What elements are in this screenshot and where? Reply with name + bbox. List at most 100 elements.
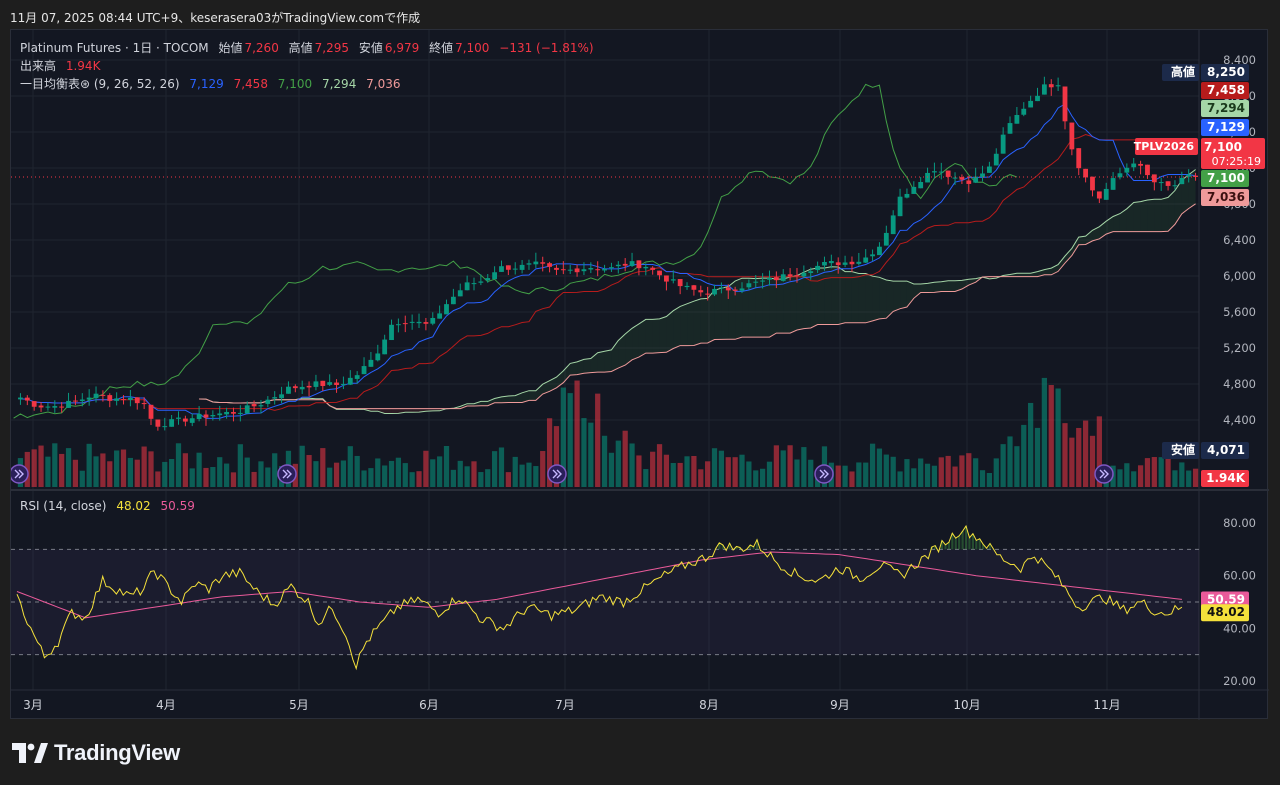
volume-bar [127, 457, 134, 487]
tradingview-logo[interactable]: TradingView [12, 740, 180, 766]
chart-canvas[interactable]: 8,4008,0007,6007,2006,8006,4006,0005,600… [11, 30, 1269, 720]
low-tag-value-text: 4,071 [1207, 443, 1245, 457]
volume-bar [313, 461, 319, 487]
low-tag-label: 安値 [1162, 442, 1199, 459]
candle-body [361, 366, 367, 375]
candle-body [615, 264, 621, 267]
volume-bar [1192, 468, 1199, 487]
close-value: 7,100 [455, 41, 490, 55]
cloud-segment [721, 286, 729, 340]
candle-body [897, 196, 903, 217]
chart-frame[interactable]: 8,4008,0007,6007,2006,8006,4006,0005,600… [10, 29, 1269, 720]
volume-bar [897, 471, 903, 487]
candle-body [196, 413, 202, 420]
cloud-segment [645, 319, 653, 354]
countdown-value: 07:25:19 [1212, 155, 1261, 168]
volume-bar [189, 468, 195, 487]
volume-bar [230, 472, 237, 487]
event-marker-icon[interactable] [1094, 464, 1114, 484]
cloud-segment [412, 408, 420, 413]
event-marker-icon[interactable] [11, 464, 29, 484]
volume-bar [114, 450, 120, 487]
volume-bar [491, 451, 498, 487]
candle-body [581, 269, 587, 272]
volume-bar [890, 456, 896, 487]
event-marker-icon[interactable] [277, 464, 297, 484]
volume-bar [1144, 458, 1151, 487]
cloud-segment [1147, 199, 1155, 232]
candle-body [650, 267, 656, 270]
time-axis-label: 9月 [830, 698, 850, 712]
low-tag-label-bg [1162, 442, 1199, 459]
cloud-segment [1064, 248, 1072, 264]
volume-bar [416, 471, 422, 487]
volume-layer [17, 377, 1199, 487]
cloud-segment [563, 363, 571, 383]
volume-bar [684, 456, 690, 487]
volume-bar [450, 469, 456, 487]
candle-body [134, 397, 140, 404]
snapshot-header: 11月 07, 2025 08:44 UTC+9、keserasera03がTr… [10, 11, 421, 25]
volume-bar [1021, 424, 1027, 487]
cloud-segment [796, 272, 804, 330]
ichimoku-label: 一目均衡表⊛ (9, 26, 52, 26) [20, 77, 180, 91]
cloud-segment [638, 319, 646, 358]
symbol-label: Platinum Futures · 1日 · TOCOM [20, 41, 209, 55]
candle-body [918, 182, 924, 189]
candle-body [107, 395, 113, 401]
volume-bar [1082, 420, 1089, 487]
high-tag-value-text: 8,250 [1207, 65, 1245, 79]
symbol-legend[interactable]: Platinum Futures · 1日 · TOCOM 始値 7,260 高値… [20, 39, 596, 56]
candle-body [1138, 163, 1143, 166]
volume-bar [973, 458, 979, 487]
candle-body [560, 269, 566, 271]
volume-bar [340, 460, 347, 487]
candle-body [980, 173, 985, 178]
cloud-segment [851, 271, 859, 323]
ichimoku-chikou: 7,100 [277, 77, 313, 91]
high-tag-label-text: 高値 [1171, 64, 1195, 79]
candle-body [705, 293, 711, 295]
volume-bar [567, 393, 573, 487]
event-markers [11, 464, 1114, 484]
candle-body [505, 265, 511, 270]
ichimoku-legend[interactable]: 一目均衡表⊛ (9, 26, 52, 26) 7,129 7,458 7,100… [20, 75, 403, 92]
volume-bar [760, 468, 766, 487]
candle-body [382, 339, 388, 355]
cloud-segment [1154, 199, 1162, 232]
candle-body [547, 263, 552, 267]
ichimoku-kijun: 7,458 [233, 77, 268, 91]
candle-body [925, 172, 930, 183]
candle-body [1014, 114, 1020, 124]
event-marker-icon[interactable] [814, 464, 834, 484]
volume-bar [251, 471, 257, 487]
volume-legend[interactable]: 出来高 1.94K [20, 57, 102, 74]
volume-bar [327, 467, 333, 487]
cloud-segment [1085, 230, 1093, 245]
candle-body [595, 269, 601, 271]
volume-bar [93, 456, 99, 487]
candle-body [808, 271, 814, 273]
volume-bar [636, 455, 642, 487]
volume-label: 出来高 [20, 59, 57, 73]
candle-body [1165, 181, 1171, 186]
cloud-segment [831, 266, 839, 325]
cloud-segment [817, 268, 825, 325]
candle-body [512, 268, 518, 270]
volume-bar [986, 472, 993, 487]
volume-bar [794, 459, 800, 487]
event-marker-icon[interactable] [547, 464, 567, 484]
candle-body [1103, 188, 1109, 200]
rsi-line [16, 524, 1183, 671]
candle-body [856, 261, 862, 264]
candle-body [732, 289, 738, 291]
volume-bar [45, 456, 51, 487]
candle-body [1069, 122, 1075, 150]
volume-bar [272, 453, 278, 487]
cloud-segment [858, 273, 866, 323]
high-tag-label: 高値 [1162, 64, 1199, 81]
candle-body [18, 397, 23, 400]
rsi-legend[interactable]: RSI (14, close) 48.02 50.59 [20, 499, 197, 513]
volume-bar [79, 470, 85, 487]
cloud-segment [1161, 197, 1169, 232]
